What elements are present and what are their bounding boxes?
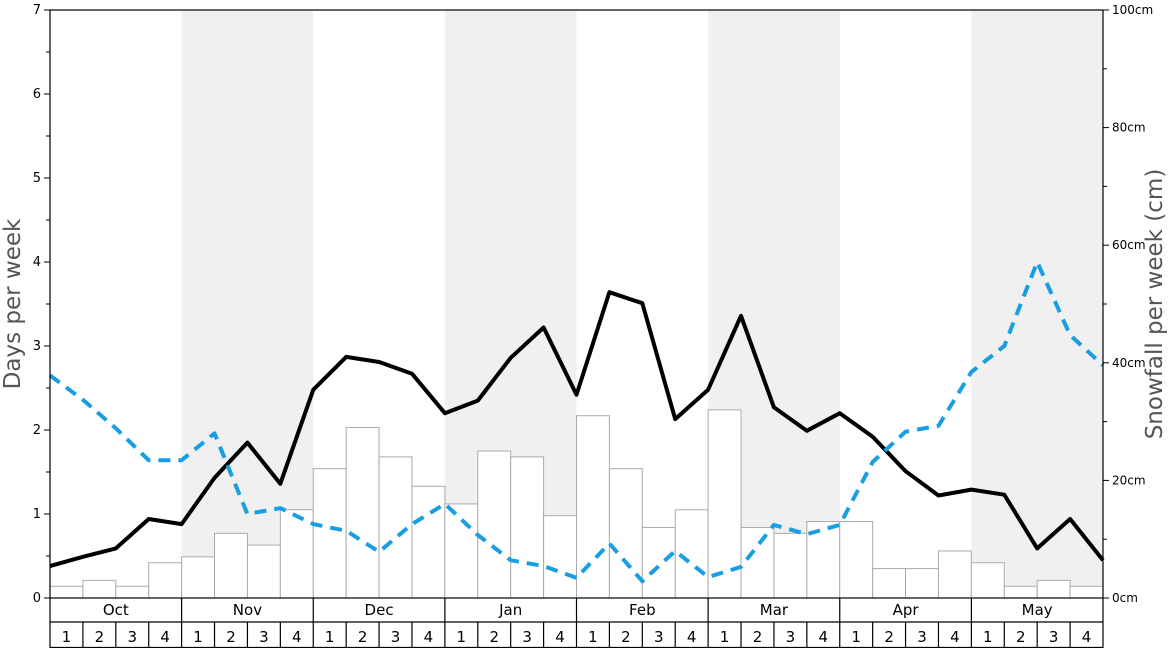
week-label: 3	[654, 628, 664, 646]
week-label: 1	[720, 628, 730, 646]
snowfall-bar	[148, 562, 183, 599]
week-label: 2	[358, 628, 368, 646]
week-label: 1	[983, 628, 993, 646]
week-label: 3	[917, 628, 927, 646]
month-label-feb: Feb	[629, 601, 656, 619]
tick-label-right: 0cm	[1112, 591, 1138, 605]
tick-label-right: 20cm	[1112, 473, 1146, 487]
axes: 0 1 2 3 4 5 6 7 0cm 20cm 40cm 60cm 80cm 100cm	[33, 3, 1153, 606]
solid-series-line	[49, 290, 1105, 569]
snowfall-bar	[82, 579, 117, 599]
week-label: 4	[950, 628, 960, 646]
snowfall-bar	[477, 450, 512, 599]
y-axis-title-left: Days per week	[0, 218, 26, 389]
week-label: 4	[687, 628, 697, 646]
snowfall-bar	[378, 456, 413, 599]
month-label-dec: Dec	[365, 601, 394, 619]
snowfall-bar	[49, 585, 84, 599]
week-label: 2	[489, 628, 499, 646]
week-label: 1	[325, 628, 335, 646]
snowfall-bar	[510, 456, 545, 599]
week-label: 4	[555, 628, 565, 646]
series-lines	[48, 260, 1105, 584]
tick-label-left: 0	[33, 591, 41, 606]
snowfall-bar	[641, 526, 676, 599]
snowfall-bar	[115, 585, 150, 599]
week-label: 3	[1049, 628, 1059, 646]
dashed-series-line	[48, 260, 1105, 584]
snowfall-bar	[181, 556, 216, 599]
tick-label-right: 60cm	[1112, 238, 1146, 252]
week-label: 4	[292, 628, 302, 646]
snowfall-bar	[608, 468, 643, 599]
snowfall-bar	[1069, 585, 1104, 599]
week-label: 1	[588, 628, 598, 646]
week-label: 4	[1082, 628, 1092, 646]
snowfall-bar	[1003, 585, 1038, 599]
week-label: 2	[753, 628, 763, 646]
week-label: 2	[1016, 628, 1026, 646]
week-label: 2	[884, 628, 894, 646]
week-label: 2	[226, 628, 236, 646]
tick-label-left: 3	[33, 339, 41, 354]
tick-label-right: 40cm	[1112, 356, 1146, 370]
tick-label-left: 5	[33, 171, 41, 186]
month-label-may: May	[1022, 601, 1053, 619]
snowfall-bar	[576, 415, 610, 599]
week-label: 3	[391, 628, 401, 646]
snowfall-bar	[839, 521, 874, 599]
tick-label-left: 2	[33, 423, 41, 438]
week-label: 4	[819, 628, 829, 646]
month-label-nov: Nov	[233, 601, 262, 619]
week-label: 1	[851, 628, 861, 646]
week-label: 3	[259, 628, 269, 646]
snowfall-bar	[312, 468, 347, 599]
snowfall-bar	[214, 532, 248, 599]
tick-label-left: 1	[33, 507, 41, 522]
week-label: 4	[160, 628, 170, 646]
snowfall-bar	[872, 568, 907, 599]
snowfall-bar	[279, 509, 314, 599]
tick-label-right: 100cm	[1112, 3, 1153, 17]
snowfall-bar	[543, 515, 577, 599]
snowfall-bar	[411, 485, 446, 599]
snowfall-bar	[970, 562, 1005, 599]
snowfall-bar	[905, 568, 939, 599]
month-labels: Oct Nov Dec Jan Feb Mar Apr May	[49, 598, 1104, 623]
week-labels: 1 2 3 4 1 2 3 4 1 2 3 4 1 2 3 4 1 2 3 4 1 2 3 4 1 2 3 4 1 2 3 4	[49, 622, 1104, 648]
week-label: 1	[457, 628, 467, 646]
week-label: 2	[95, 628, 105, 646]
snowfall-bar	[740, 526, 775, 599]
tick-label-left: 6	[33, 87, 41, 102]
snowfall-bar	[937, 550, 972, 599]
week-label: 2	[621, 628, 631, 646]
month-shading	[181, 10, 1103, 598]
shade-may	[971, 10, 1103, 598]
y-axis-title-right: Snowfall per week (cm)	[1142, 169, 1168, 440]
snowfall-bar	[773, 532, 808, 599]
tick-label-left: 7	[33, 3, 41, 18]
week-label: 3	[522, 628, 532, 646]
snowfall-bar	[246, 544, 281, 599]
snowfall-bar	[1036, 579, 1071, 599]
month-label-apr: Apr	[893, 601, 920, 619]
week-label: 1	[193, 628, 203, 646]
week-label: 4	[424, 628, 434, 646]
tick-label-right: 80cm	[1112, 121, 1146, 135]
month-label-jan: Jan	[498, 601, 522, 619]
month-label-oct: Oct	[103, 601, 129, 619]
week-label: 3	[786, 628, 796, 646]
week-label: 3	[127, 628, 137, 646]
month-label-mar: Mar	[760, 601, 789, 619]
tick-label-left: 4	[33, 255, 41, 270]
shade-nov	[181, 10, 314, 598]
snowfall-bar	[444, 503, 479, 599]
week-label: 1	[62, 628, 72, 646]
snowfall-bar	[345, 426, 380, 599]
